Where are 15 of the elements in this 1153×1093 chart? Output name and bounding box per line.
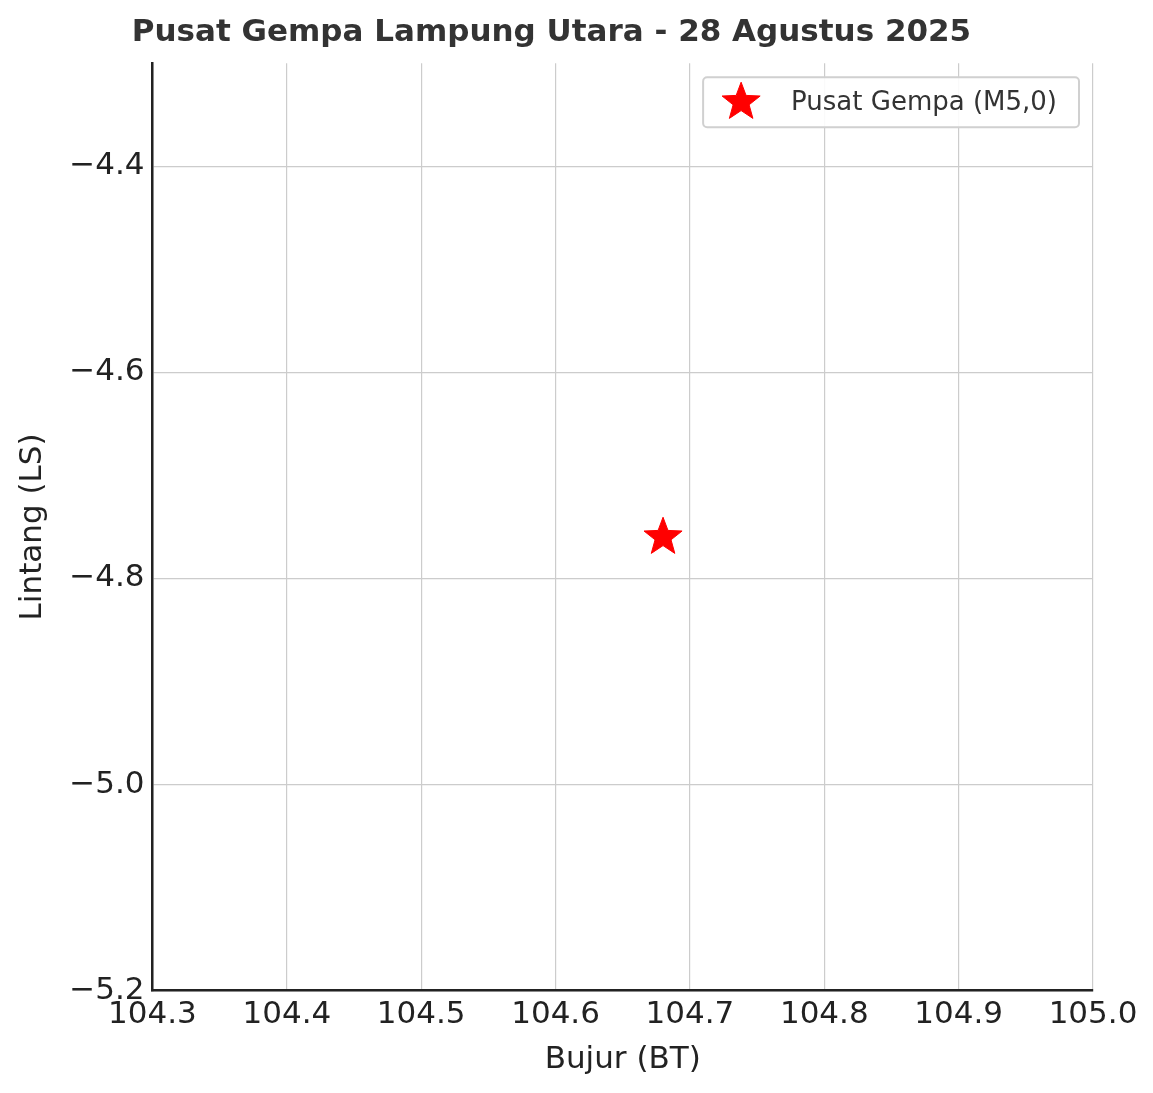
y-axis-title: Lintang (LS) [11, 433, 48, 621]
x-tick-label: 104.9 [914, 994, 1004, 1031]
x-tick-label: 104.7 [645, 994, 735, 1031]
x-tick-label: 104.8 [779, 994, 869, 1031]
y-tick-label: −4.4 [69, 145, 145, 182]
y-tick-label: −4.8 [69, 557, 145, 594]
x-tick-label: 104.4 [242, 994, 332, 1031]
x-tick-label: 104.5 [376, 994, 466, 1031]
legend-label: Pusat Gempa (M5,0) [791, 85, 1058, 116]
x-tick-label: 104.6 [511, 994, 600, 1031]
y-tick-label: −5.0 [69, 763, 145, 800]
x-axis-title: Bujur (BT) [544, 1039, 701, 1076]
x-tick-label: 105.0 [1048, 994, 1138, 1031]
y-tick-label: −4.6 [69, 351, 145, 388]
chart-title: Pusat Gempa Lampung Utara - 28 Agustus 2025 [131, 11, 972, 48]
